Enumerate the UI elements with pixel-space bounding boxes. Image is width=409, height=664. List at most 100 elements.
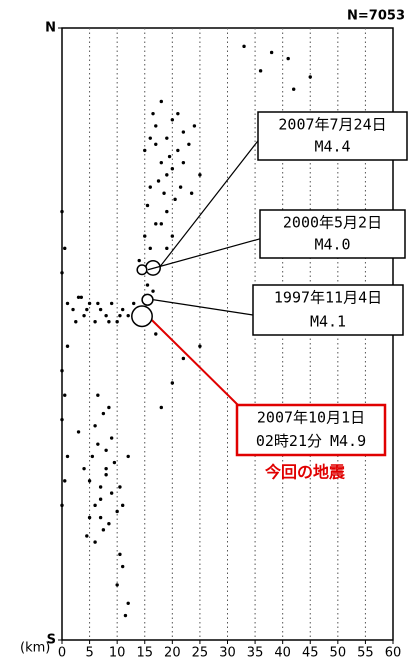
point xyxy=(120,564,125,569)
point xyxy=(76,295,81,299)
point xyxy=(187,142,191,146)
point xyxy=(93,540,97,544)
annotation-box xyxy=(252,284,404,336)
x-tick-label: 20 xyxy=(164,646,181,661)
x-tick-label: 45 xyxy=(302,646,319,661)
point xyxy=(145,203,150,208)
point xyxy=(60,503,64,508)
point xyxy=(192,124,197,128)
point xyxy=(148,136,152,140)
point xyxy=(60,369,64,373)
event-date: 1997年11月4日 xyxy=(274,289,382,307)
point xyxy=(93,320,97,324)
point xyxy=(143,148,147,153)
x-axis-label: (km) xyxy=(20,641,50,656)
point xyxy=(167,154,172,159)
point xyxy=(126,454,130,459)
point xyxy=(63,479,67,483)
x-tick-label: 50 xyxy=(330,646,347,661)
leader-line xyxy=(147,315,242,409)
event-magnitude: M4.9 xyxy=(330,432,366,450)
point xyxy=(123,613,128,618)
point xyxy=(176,148,180,153)
point xyxy=(60,271,64,275)
count-label: N=7053 xyxy=(347,9,405,24)
event-circle xyxy=(131,305,153,328)
point xyxy=(198,344,202,348)
point xyxy=(178,185,183,189)
point xyxy=(170,234,175,238)
point xyxy=(104,466,108,471)
point xyxy=(156,179,161,183)
x-tick-label: 35 xyxy=(247,646,264,661)
point xyxy=(107,320,111,324)
point xyxy=(170,167,175,171)
point xyxy=(98,485,103,489)
point xyxy=(181,130,186,134)
point xyxy=(104,448,108,452)
point xyxy=(90,454,95,459)
point xyxy=(63,246,67,251)
leader-line xyxy=(153,299,254,316)
point xyxy=(159,160,163,165)
point xyxy=(93,424,97,428)
event-note: 今回の地震 xyxy=(264,463,346,482)
point xyxy=(82,466,86,471)
point xyxy=(109,301,114,306)
point xyxy=(60,209,64,214)
event-magnitude: M4.4 xyxy=(314,138,350,156)
point xyxy=(126,601,130,605)
point xyxy=(76,430,81,434)
point xyxy=(173,197,177,202)
point xyxy=(98,307,103,312)
point xyxy=(151,289,155,293)
x-tick-label: 60 xyxy=(385,646,402,661)
point xyxy=(85,534,89,538)
point xyxy=(71,307,75,312)
point xyxy=(170,381,175,385)
point xyxy=(159,222,163,226)
point xyxy=(159,405,163,410)
point xyxy=(242,44,246,49)
point xyxy=(115,509,119,514)
point xyxy=(74,320,78,324)
point xyxy=(109,491,114,495)
point xyxy=(176,111,180,116)
point xyxy=(101,411,106,416)
point xyxy=(126,313,130,318)
point xyxy=(115,320,119,324)
point xyxy=(98,515,103,520)
point xyxy=(115,583,119,587)
point xyxy=(120,307,125,312)
point xyxy=(87,479,92,483)
point xyxy=(104,313,108,318)
event-circle xyxy=(141,293,154,306)
point xyxy=(98,497,103,501)
leader-line xyxy=(147,238,261,271)
annotation-box xyxy=(259,209,406,259)
point xyxy=(104,473,108,477)
point xyxy=(154,142,158,146)
point xyxy=(107,522,111,526)
annotation-box xyxy=(235,403,387,457)
point xyxy=(96,393,100,397)
y-tick-label: N xyxy=(45,21,56,36)
point xyxy=(148,185,152,189)
x-tick-label: 40 xyxy=(274,646,291,661)
point xyxy=(162,191,166,195)
point xyxy=(93,503,97,508)
point xyxy=(87,515,92,520)
y-tick-label: S xyxy=(47,633,56,648)
point xyxy=(308,75,312,79)
point xyxy=(137,258,141,263)
point xyxy=(96,442,100,446)
point xyxy=(101,528,106,532)
point xyxy=(165,209,169,214)
point xyxy=(154,124,158,128)
point xyxy=(181,356,186,361)
annotation-box xyxy=(257,111,408,161)
event-magnitude: M4.0 xyxy=(314,236,350,254)
event-date: 2000年5月2日 xyxy=(283,214,382,232)
point xyxy=(292,87,296,91)
